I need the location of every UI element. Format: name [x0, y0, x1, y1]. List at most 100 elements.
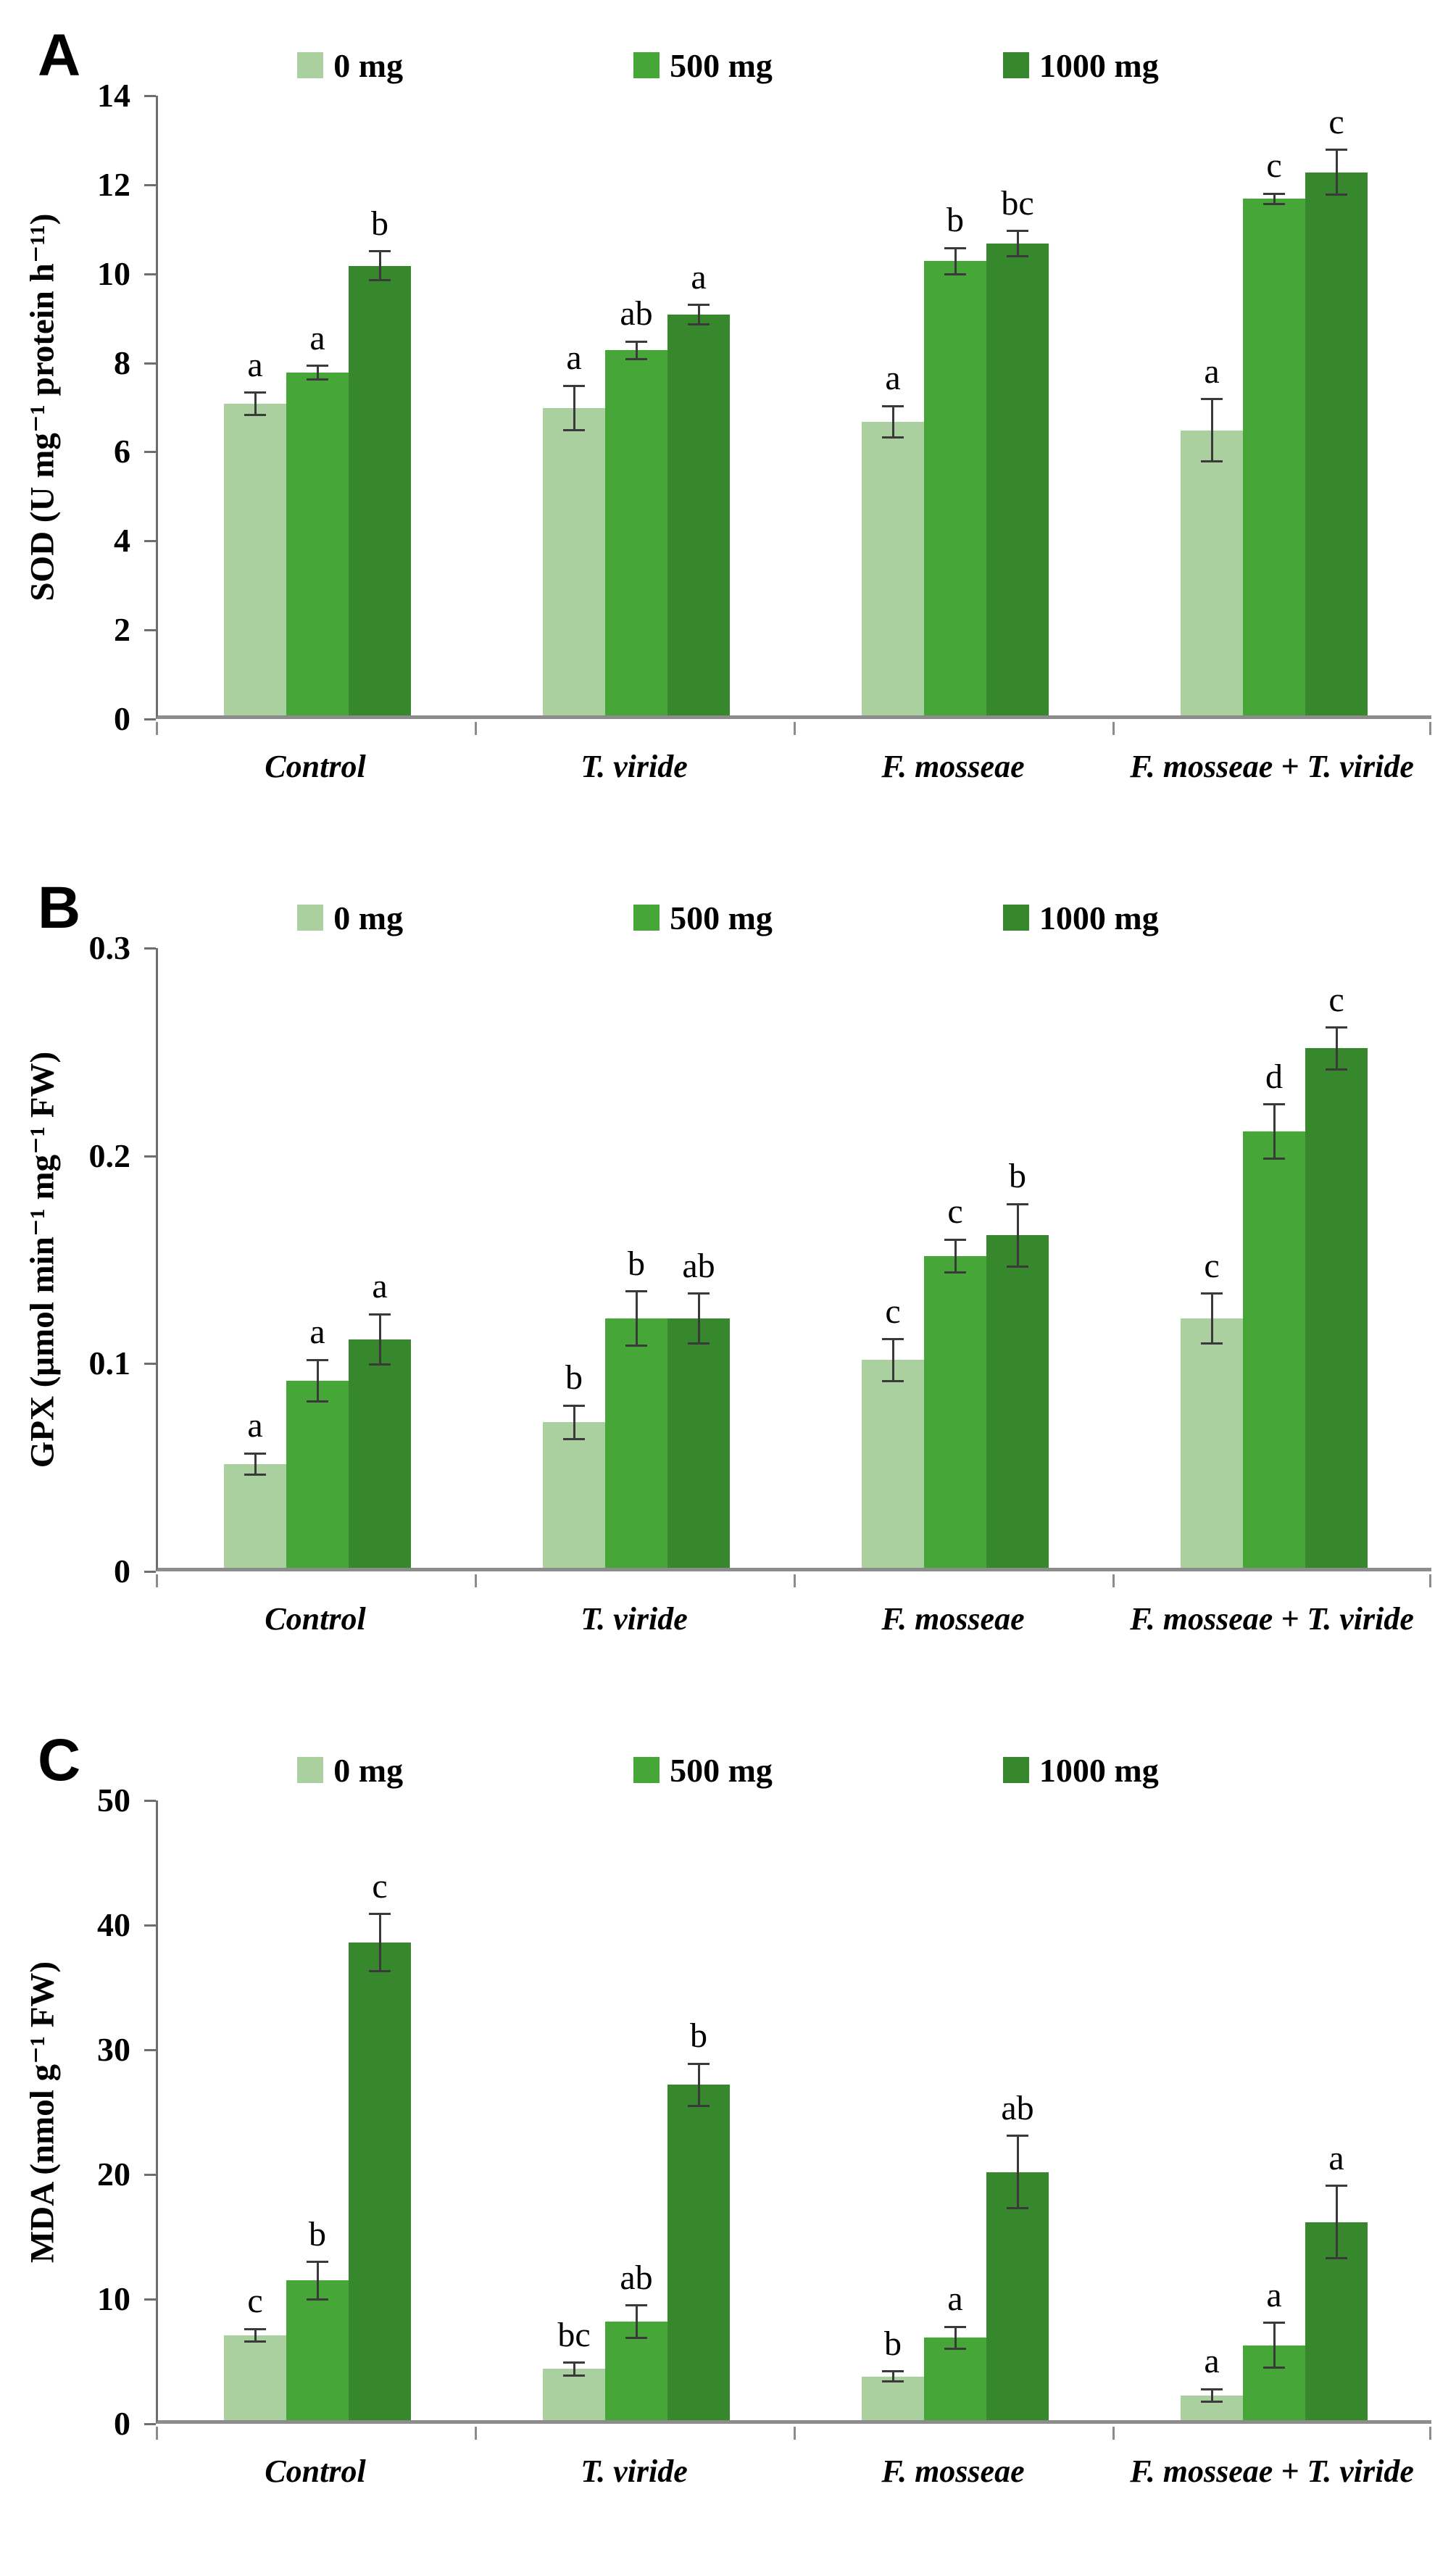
- bar-0-mg: [224, 404, 286, 715]
- x-tick-mark: [1429, 2427, 1431, 2440]
- legend-item-500-mg: 500 mg: [633, 1751, 773, 1790]
- panel-a-letter: A: [38, 22, 81, 88]
- error-bar-cap: [244, 391, 266, 394]
- y-tick-mark: [144, 273, 156, 275]
- error-bar: [1273, 2322, 1276, 2368]
- bar-0-mg: [862, 1360, 924, 1568]
- category-label-2: T. viride: [581, 1601, 688, 1637]
- y-tick-mark: [144, 95, 156, 97]
- error-bar-cap: [563, 1437, 585, 1440]
- error-bar-cap: [1263, 1157, 1285, 1160]
- legend-swatch-icon: [1002, 1757, 1029, 1783]
- error-bar: [1210, 1293, 1213, 1344]
- y-tick-mark: [144, 2174, 156, 2176]
- error-bar-cap: [688, 1292, 710, 1295]
- significance-letter: b: [628, 1244, 645, 1283]
- bar-500-mg: [286, 1381, 349, 1568]
- error-bar-cap: [307, 378, 328, 381]
- x-tick-mark: [794, 1574, 796, 1587]
- legend-label: 500 mg: [670, 899, 773, 936]
- error-bar-cap: [688, 323, 710, 326]
- error-bar-cap: [1201, 2388, 1223, 2390]
- error-bar: [378, 251, 381, 281]
- error-bar-cap: [1263, 203, 1285, 206]
- significance-letter: b: [947, 201, 964, 239]
- panel-c-letter: C: [38, 1727, 81, 1793]
- error-bar-cap: [369, 250, 391, 253]
- significance-letter: c: [247, 2282, 263, 2321]
- error-bar-cap: [688, 2062, 710, 2065]
- error-bar-cap: [688, 304, 710, 307]
- y-tick-mark: [144, 947, 156, 950]
- plot-area: a a b a ab a a b bc a c c: [156, 96, 1431, 719]
- error-bar: [1016, 1204, 1019, 1267]
- category-label-3: F. mosseae: [881, 1601, 1025, 1637]
- significance-letter: c: [1204, 1246, 1220, 1285]
- y-tick-mark: [144, 362, 156, 365]
- legend-item-500-mg: 500 mg: [633, 46, 773, 85]
- y-tick-label: 2: [114, 611, 130, 649]
- plot-area: a a a b b ab c c b c d c: [156, 948, 1431, 1571]
- bar-group-4: a c c: [1115, 96, 1434, 715]
- bar-1000-mg: [667, 315, 730, 715]
- error-bar-cap: [244, 2327, 266, 2330]
- significance-letter: d: [1265, 1057, 1283, 1096]
- error-bar: [254, 2329, 257, 2342]
- error-bar-cap: [1201, 1292, 1223, 1295]
- y-tick-mark: [144, 2423, 156, 2425]
- error-bar-cap: [1326, 1068, 1347, 1071]
- bar-0-mg: [862, 421, 924, 715]
- error-bar: [1210, 399, 1213, 462]
- y-tick-label: 8: [114, 344, 130, 381]
- error-bar: [697, 2064, 700, 2106]
- x-tick-mark: [1429, 722, 1431, 735]
- category-label-3: F. mosseae: [881, 749, 1025, 784]
- y-tick-label: 6: [114, 433, 130, 470]
- error-bar-cap: [563, 2374, 585, 2377]
- error-bar: [1335, 2185, 1338, 2259]
- y-tick-mark: [144, 183, 156, 186]
- bar-group-4: c d c: [1115, 948, 1434, 1568]
- significance-letter: c: [1328, 102, 1344, 141]
- error-bar: [1335, 149, 1338, 195]
- significance-letter: c: [1328, 980, 1344, 1019]
- error-bar-cap: [563, 384, 585, 387]
- bar-1000-mg: [986, 1235, 1049, 1568]
- significance-letter: c: [372, 1866, 388, 1906]
- error-bar: [635, 2305, 638, 2338]
- error-bar-cap: [1263, 2322, 1285, 2324]
- legend-item-0-mg: 0 mg: [297, 1751, 403, 1790]
- x-tick-mark: [475, 2427, 477, 2440]
- bar-0-mg: [1181, 1318, 1243, 1568]
- y-tick-label: 50: [97, 1782, 130, 1819]
- error-bar: [1335, 1027, 1338, 1069]
- significance-letter: a: [566, 338, 582, 378]
- error-bar-cap: [1007, 230, 1028, 233]
- error-bar-cap: [944, 273, 966, 276]
- error-bar-cap: [1263, 192, 1285, 195]
- legend-label: 1000 mg: [1039, 1751, 1159, 1789]
- error-bar-cap: [882, 2370, 904, 2373]
- bar-1000-mg: [667, 1318, 730, 1568]
- error-bar-cap: [1201, 2400, 1223, 2403]
- bar-group-2: a ab a: [477, 96, 796, 715]
- bar-500-mg: [286, 373, 349, 715]
- panel-c: C 0 mg 500 mg 1000 mg MDA (nmol g⁻¹ FW) c b…: [0, 1718, 1456, 2570]
- significance-letter: bc: [1001, 183, 1034, 223]
- y-tick-mark: [144, 2049, 156, 2051]
- significance-letter: c: [885, 1292, 901, 1331]
- bar-500-mg: [605, 350, 667, 715]
- x-tick-mark: [475, 722, 477, 735]
- significance-letter: a: [691, 257, 707, 296]
- error-bar-cap: [369, 1913, 391, 1916]
- error-bar-cap: [1326, 149, 1347, 151]
- significance-letter: b: [309, 2214, 326, 2253]
- bar-group-4: a a a: [1115, 1800, 1434, 2420]
- error-bar-cap: [882, 1338, 904, 1341]
- y-tick-label: 12: [97, 165, 130, 203]
- legend-swatch-icon: [633, 52, 660, 78]
- bar-0-mg: [1181, 430, 1243, 715]
- gpx-bar-chart: GPX (μmol min⁻¹ mg⁻¹ FW) a a a b b ab c c b c d c 0…: [0, 931, 1456, 1695]
- significance-letter: c: [1266, 146, 1282, 186]
